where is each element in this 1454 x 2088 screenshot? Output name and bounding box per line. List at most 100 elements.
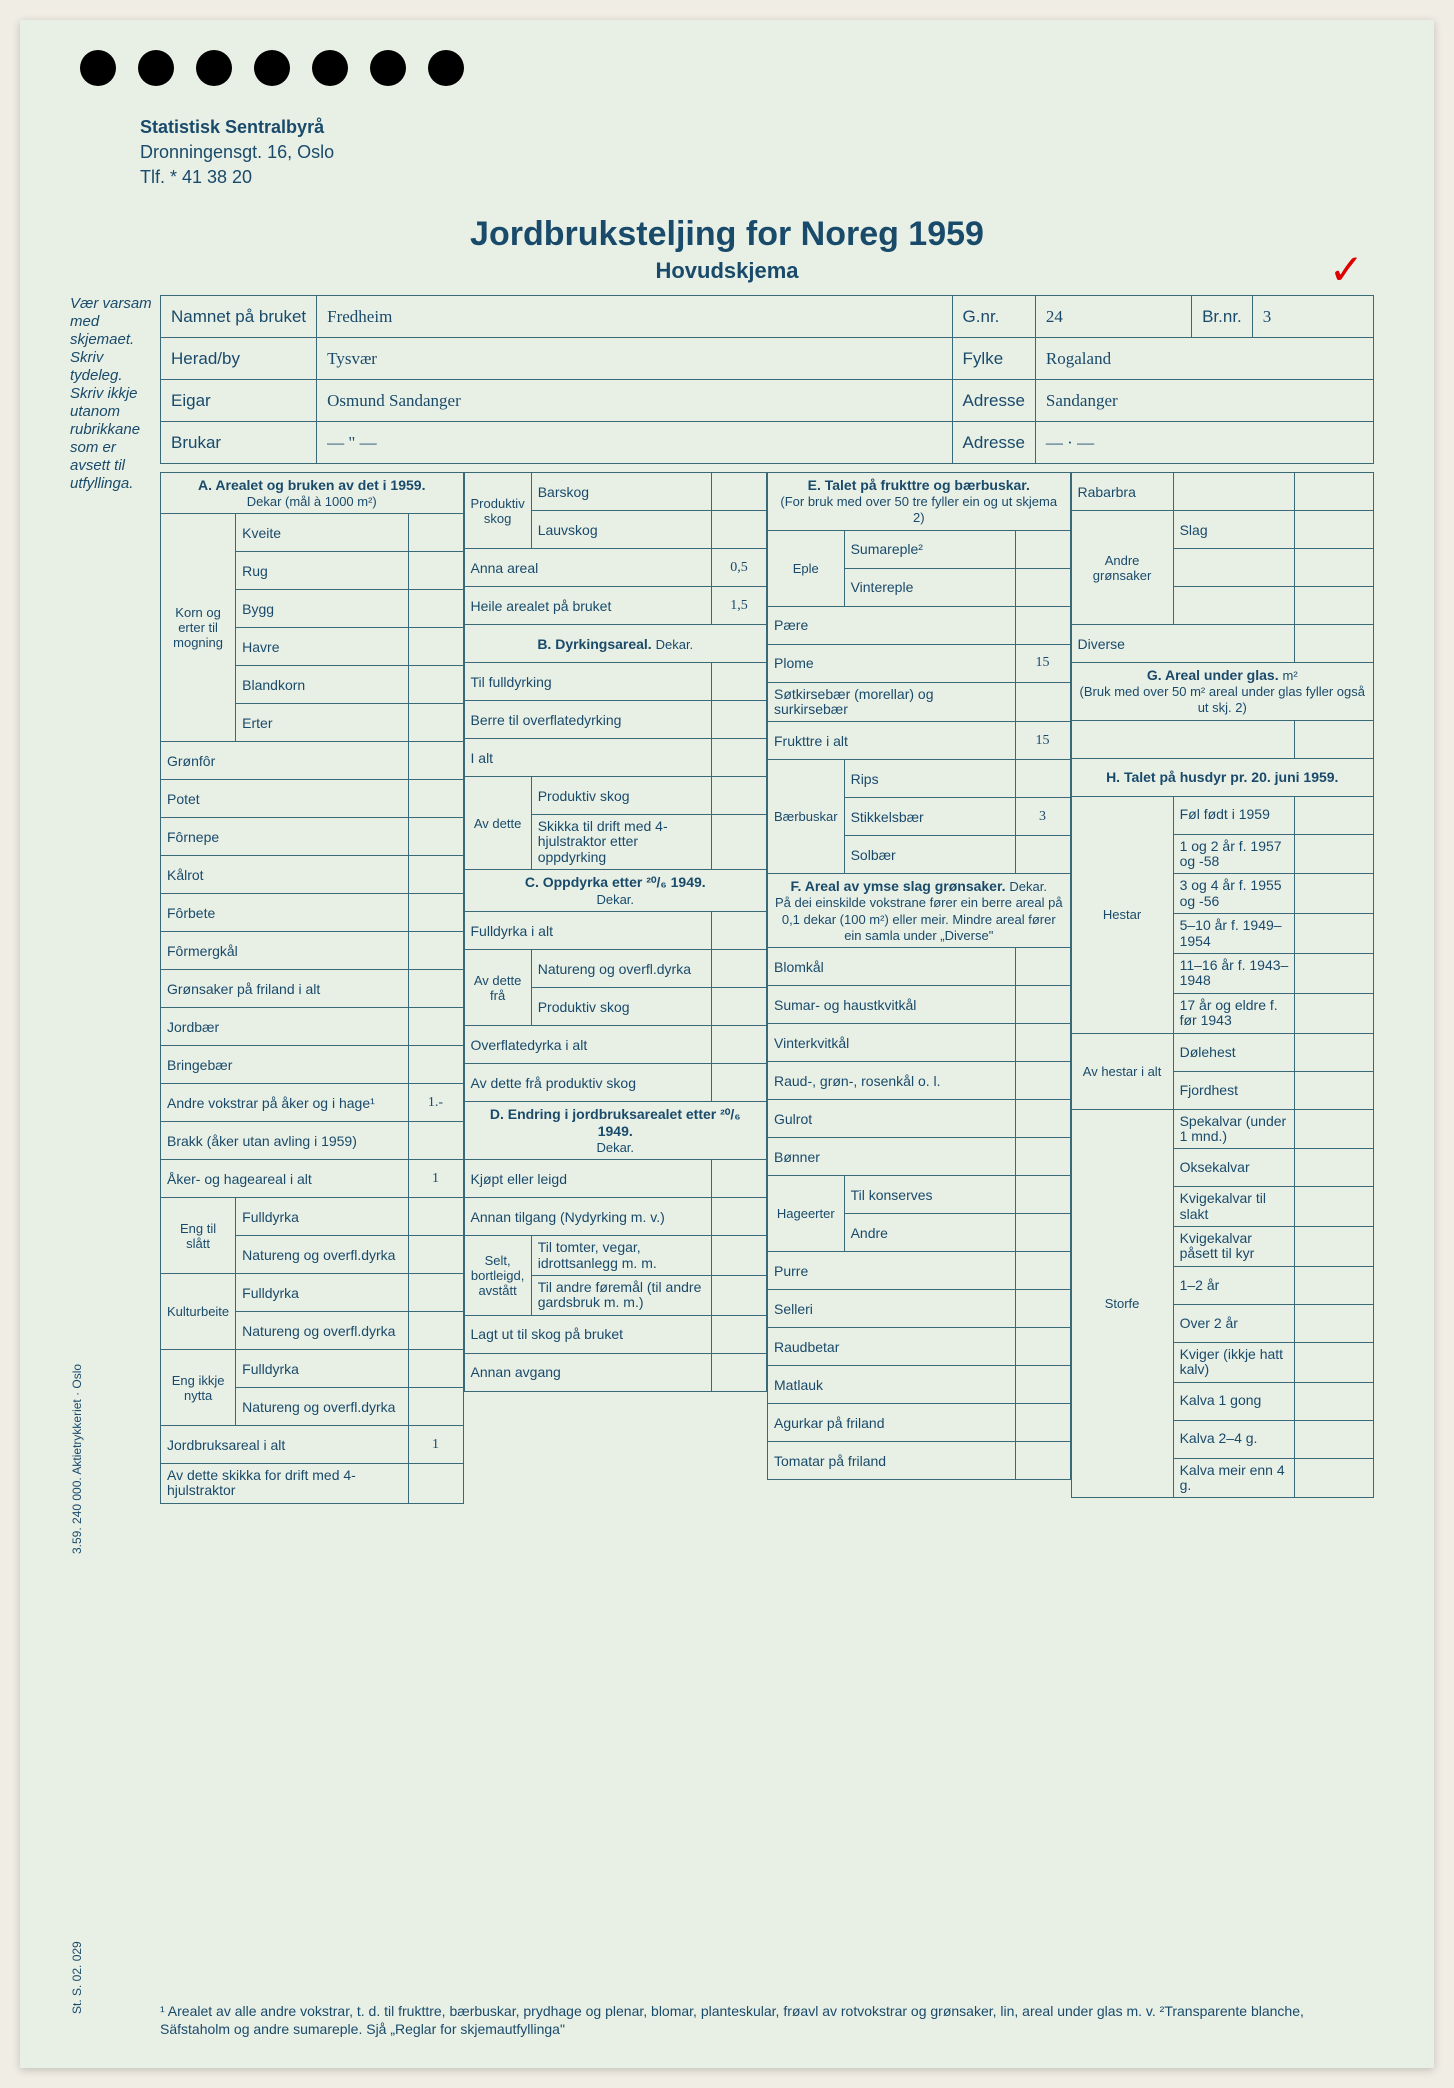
org-tel: Tlf. * 41 38 20 [140, 165, 334, 190]
heile-val[interactable]: 1,5 [712, 587, 767, 625]
brnr-label: Br.nr. [1192, 296, 1253, 338]
form-subtitle: Hovudskjema [20, 258, 1434, 284]
andre-gron-side: Andre grønsaker [1071, 511, 1173, 625]
korn-side: Korn og erter til mogning [161, 514, 236, 742]
hageerter-side: Hageerter [768, 1176, 845, 1252]
H-row: Over 2 år [1173, 1304, 1295, 1342]
C-row: Produktiv skog [531, 988, 711, 1026]
jord-i-alt-val[interactable]: 1 [408, 1426, 463, 1464]
A-row: Havre [236, 628, 408, 666]
E-row: Sumareple² [844, 530, 1015, 568]
frukttre-val[interactable]: 15 [1015, 722, 1070, 760]
pub-code: St. S. 02. 029 [70, 1941, 84, 2014]
H-row: Føl født i 1959 [1173, 796, 1295, 834]
F-row: Gulrot [768, 1100, 1016, 1138]
D-row: Kjøpt eller leigd [464, 1160, 712, 1198]
D-row: Annan avgang [464, 1353, 712, 1391]
A-row: Blandkorn [236, 666, 408, 704]
A-row: Natureng og overfl.dyrka [236, 1236, 408, 1274]
D-row: Lagt ut til skog på bruket [464, 1315, 712, 1353]
lauvskog: Lauvskog [531, 511, 711, 549]
baer-side: Bærbuskar [768, 760, 845, 874]
adresse-field[interactable]: Sandanger [1035, 380, 1373, 422]
brakk: Brakk (åker utan avling i 1959) [161, 1122, 409, 1160]
H-row: Fjordhest [1173, 1071, 1295, 1109]
A-row: Natureng og overfl.dyrka [236, 1388, 408, 1426]
identification-table: Namnet på bruket Fredheim G.nr. 24 Br.nr… [160, 295, 1374, 464]
F-row: Tomatar på friland [768, 1442, 1016, 1480]
F-row: Raudbetar [768, 1328, 1016, 1366]
plome-val[interactable]: 15 [1015, 644, 1070, 682]
stikkelsbaer: Stikkelsbær [844, 798, 1015, 836]
hestar-side: Hestar [1071, 796, 1173, 1033]
C-row: Av dette frå produktiv skog [464, 1064, 712, 1102]
A-row: Fulldyrka [236, 1198, 408, 1236]
andre-vokstrar: Andre vokstrar på åker og i hage¹ [161, 1084, 409, 1122]
anna-val[interactable]: 0,5 [712, 549, 767, 587]
stikk-val[interactable]: 3 [1015, 798, 1070, 836]
B-row: Berre til overflatedyrking [464, 701, 712, 739]
eng-slatt-side: Eng til slått [161, 1198, 236, 1274]
F-row: Selleri [768, 1290, 1016, 1328]
E-title: E. Talet på frukttre og bærbuskar.(For b… [768, 473, 1071, 531]
F-row: Purre [768, 1252, 1016, 1290]
E-row: Rips [844, 760, 1015, 798]
E-row: Pære [768, 606, 1016, 644]
F-row: Til konserves [844, 1176, 1015, 1214]
E-row: Solbær [844, 836, 1015, 874]
H-row: Kvigekalvar påsett til kyr [1173, 1227, 1295, 1267]
diverse: Diverse [1071, 625, 1295, 663]
D-title: D. Endring i jordbruksarealet etter ²⁰/₆… [464, 1102, 767, 1160]
F-row: Blomkål [768, 948, 1016, 986]
C-row: Fulldyrka i alt [464, 912, 712, 950]
form-title: Jordbruksteljing for Noreg 1959 [20, 215, 1434, 254]
brnr-field[interactable]: 3 [1252, 296, 1373, 338]
aker-i-alt-val[interactable]: 1 [408, 1160, 463, 1198]
B-row: Til fulldyrking [464, 663, 712, 701]
B-row: I alt [464, 739, 712, 777]
F-row: Agurkar på friland [768, 1404, 1016, 1442]
C-row: Overflatedyrka i alt [464, 1026, 712, 1064]
gnr-field[interactable]: 24 [1035, 296, 1191, 338]
av-dette: Av dette [464, 777, 531, 870]
H-row: 1–2 år [1173, 1266, 1295, 1304]
side-instructions: Vær varsam med skjemaet. Skriv tydeleg. … [70, 295, 155, 493]
eigar-field[interactable]: Osmund Sandanger [317, 380, 952, 422]
C-title: C. Oppdyrka etter ²⁰/₆ 1949.Dekar. [464, 870, 767, 912]
punch-holes [80, 50, 464, 86]
org-addr: Dronningensgt. 16, Oslo [140, 140, 334, 165]
A-row: Fulldyrka [236, 1274, 408, 1312]
rabarbra: Rabarbra [1071, 473, 1173, 511]
E-row: Søtkirsebær (morellar) og surkirsebær [768, 682, 1016, 722]
H-row: Kalva 1 gong [1173, 1382, 1295, 1420]
A-row: Fôrnepe [161, 818, 409, 856]
adresse2-field[interactable]: — · — [1035, 422, 1373, 464]
A-row: Bringebær [161, 1046, 409, 1084]
prod-skog: Produktiv skog [464, 473, 531, 549]
herad-field[interactable]: Tysvær [317, 338, 952, 380]
H-row: 1 og 2 år f. 1957 og -58 [1173, 834, 1295, 874]
H-row: Kvigekalvar til slakt [1173, 1187, 1295, 1227]
andre-vokstrar-val[interactable]: 1.- [408, 1084, 463, 1122]
eng-ikkje-side: Eng ikkje nytta [161, 1350, 236, 1426]
B-row: Skikka til drift med 4-hjulstraktor ette… [531, 815, 711, 870]
skikka: Av dette skikka for drift med 4-hjulstra… [161, 1464, 409, 1504]
H-row: 17 år og eldre f. før 1943 [1173, 993, 1295, 1033]
A-title: A. Arealet og bruken av det i 1959.Dekar… [161, 473, 464, 514]
A-row: Rug [236, 552, 408, 590]
A-row: Grønfôr [161, 742, 409, 780]
fylke-field[interactable]: Rogaland [1035, 338, 1373, 380]
printer-mark: 3.59. 240 000. Aktietrykkeriet · Oslo [70, 1364, 84, 1554]
G-title: G. Areal under glas. m² (Bruk med over 5… [1071, 663, 1374, 721]
section-A: A. Arealet og bruken av det i 1959.Dekar… [160, 472, 464, 1504]
namnet-field[interactable]: Fredheim [317, 296, 952, 338]
kviger: Kviger (ikkje hatt kalv) [1173, 1342, 1295, 1382]
H-row: Oksekalvar [1173, 1149, 1295, 1187]
A-row: Fôrbete [161, 894, 409, 932]
av-hestar-side: Av hestar i alt [1071, 1033, 1173, 1109]
E-row: Vintereple [844, 568, 1015, 606]
brukar-field[interactable]: — " — [317, 422, 952, 464]
brukar-label: Brukar [161, 422, 317, 464]
heile-areal: Heile arealet på bruket [464, 587, 712, 625]
section-EF: E. Talet på frukttre og bærbuskar.(For b… [767, 472, 1071, 1504]
